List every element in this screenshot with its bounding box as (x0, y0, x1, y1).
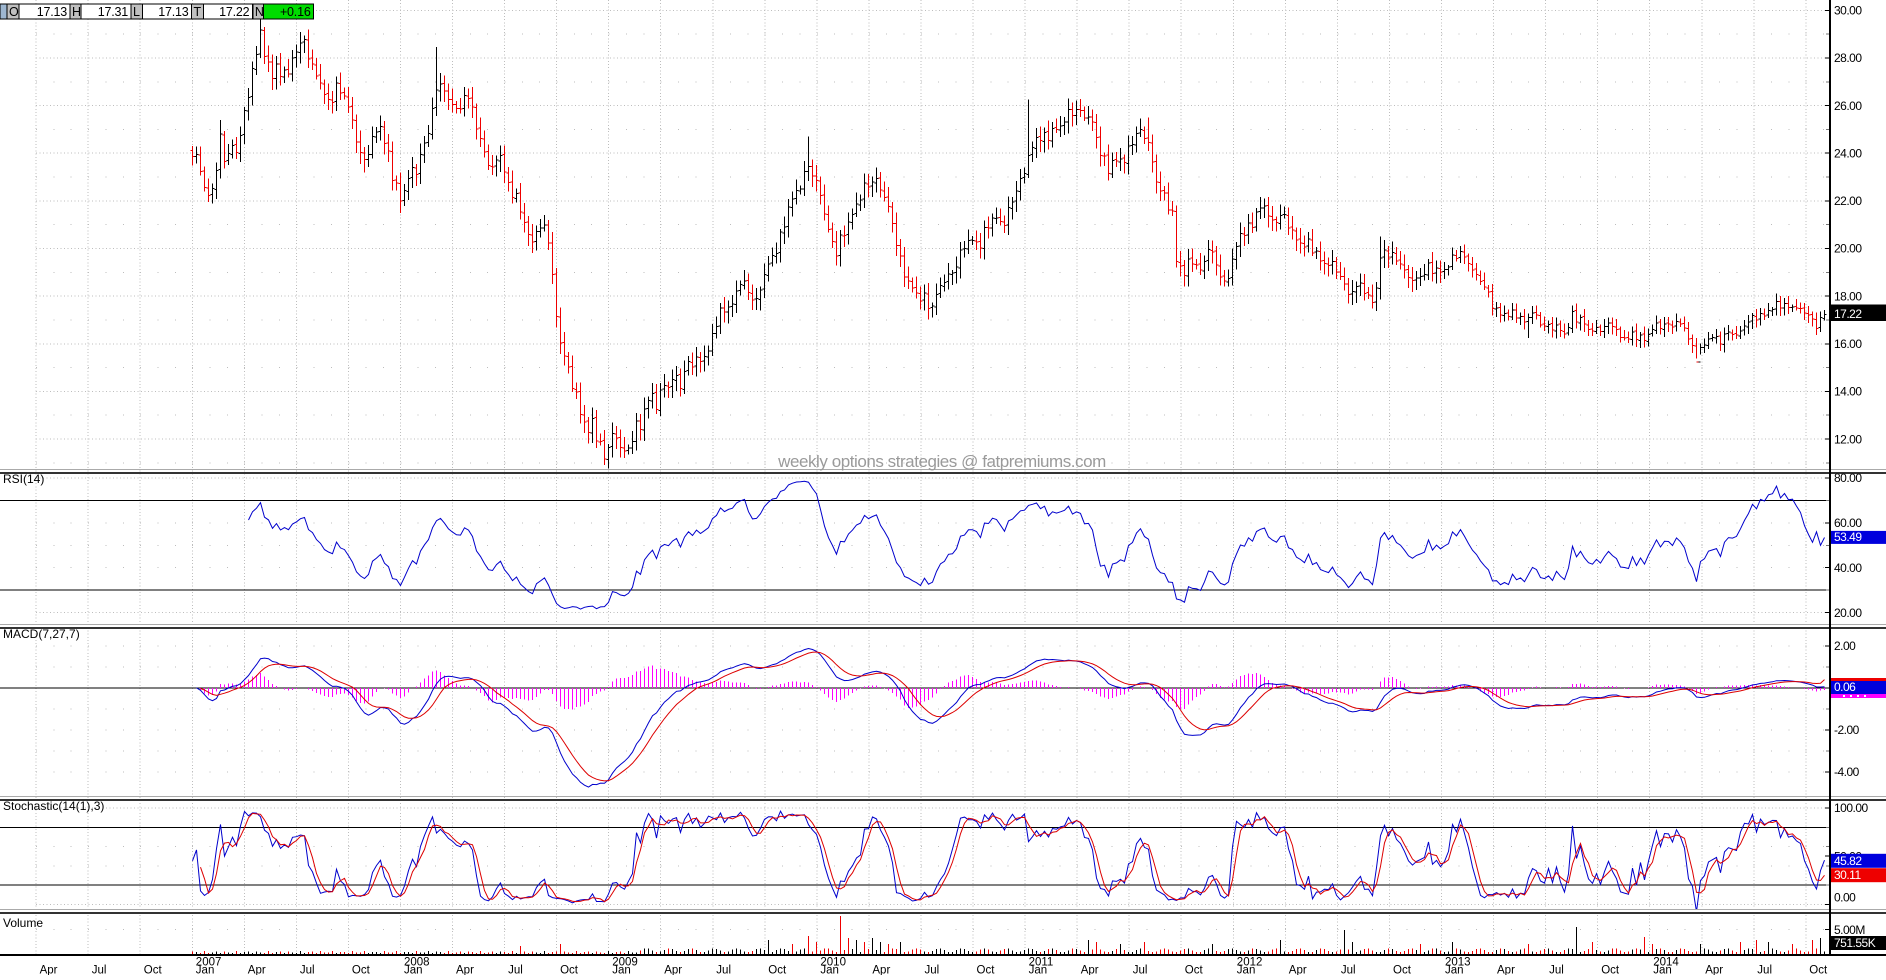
svg-text:2013: 2013 (1445, 957, 1471, 969)
svg-text:Oct: Oct (1601, 965, 1620, 976)
svg-text:Apr: Apr (456, 965, 474, 976)
svg-text:80.00: 80.00 (1834, 471, 1862, 485)
svg-text:26.00: 26.00 (1834, 99, 1862, 113)
svg-text:18.00: 18.00 (1834, 289, 1862, 303)
svg-text:Jul: Jul (300, 965, 315, 976)
svg-text:Oct: Oct (1393, 965, 1412, 976)
svg-text:-4.00: -4.00 (1834, 765, 1860, 779)
svg-text:Jul: Jul (1757, 965, 1772, 976)
svg-text:22.00: 22.00 (1834, 194, 1862, 208)
svg-text:Apr: Apr (1705, 965, 1723, 976)
svg-text:30.00: 30.00 (1834, 4, 1862, 18)
svg-text:Apr: Apr (40, 965, 58, 976)
svg-text:Jan: Jan (820, 965, 839, 976)
svg-text:-2.00: -2.00 (1834, 723, 1860, 737)
svg-text:0.00: 0.00 (1834, 891, 1856, 905)
svg-text:2012: 2012 (1237, 957, 1263, 969)
svg-text:Jul: Jul (1133, 965, 1148, 976)
svg-text:Oct: Oct (1185, 965, 1204, 976)
svg-text:Apr: Apr (872, 965, 890, 976)
svg-text:2011: 2011 (1029, 957, 1054, 969)
svg-text:14.00: 14.00 (1834, 385, 1862, 399)
svg-text:40.00: 40.00 (1834, 561, 1862, 575)
svg-text:60.00: 60.00 (1834, 516, 1862, 530)
svg-text:Apr: Apr (664, 965, 682, 976)
svg-text:H: H (72, 5, 81, 19)
svg-text:2007: 2007 (196, 957, 222, 969)
svg-text:weekly options strategies @ fa: weekly options strategies @ fatpremiums.… (777, 452, 1106, 471)
svg-text:Volume: Volume (3, 916, 43, 930)
svg-text:Oct: Oct (768, 965, 787, 976)
svg-text:Oct: Oct (977, 965, 996, 976)
svg-text:Oct: Oct (560, 965, 579, 976)
svg-text:T: T (194, 5, 202, 19)
svg-text:2009: 2009 (612, 957, 638, 969)
svg-text:Oct: Oct (352, 965, 371, 976)
svg-text:Jan: Jan (1237, 965, 1256, 976)
svg-text:Apr: Apr (1289, 965, 1307, 976)
svg-text:Oct: Oct (1809, 965, 1828, 976)
svg-text:24.00: 24.00 (1834, 146, 1862, 160)
svg-text:Jan: Jan (1029, 965, 1048, 976)
svg-text:2010: 2010 (820, 957, 846, 969)
svg-text:Jan: Jan (1445, 965, 1464, 976)
svg-text:16.00: 16.00 (1834, 337, 1862, 351)
svg-text:Jan: Jan (612, 965, 631, 976)
svg-text:2.00: 2.00 (1834, 639, 1856, 653)
svg-text:L: L (133, 5, 140, 19)
svg-text:Oct: Oct (144, 965, 163, 976)
svg-text:N: N (255, 5, 264, 19)
svg-text:17.13: 17.13 (158, 5, 189, 19)
svg-text:RSI(14): RSI(14) (3, 472, 44, 486)
svg-text:Apr: Apr (1081, 965, 1099, 976)
svg-text:28.00: 28.00 (1834, 51, 1862, 65)
svg-text:Jul: Jul (508, 965, 523, 976)
svg-text:Apr: Apr (1497, 965, 1515, 976)
svg-text:+0.16: +0.16 (280, 5, 311, 19)
svg-text:100.00: 100.00 (1834, 801, 1869, 815)
svg-text:53.49: 53.49 (1834, 530, 1862, 544)
svg-text:Jul: Jul (92, 965, 107, 976)
svg-text:Jul: Jul (1341, 965, 1356, 976)
svg-text:20.00: 20.00 (1834, 242, 1862, 256)
svg-text:12.00: 12.00 (1834, 432, 1862, 446)
svg-text:Jan: Jan (1653, 965, 1672, 976)
svg-text:30.11: 30.11 (1834, 868, 1861, 882)
svg-text:45.82: 45.82 (1834, 854, 1862, 868)
svg-text:17.13: 17.13 (37, 5, 68, 19)
svg-text:5.00M: 5.00M (1834, 923, 1865, 937)
svg-text:MACD(7,27,7): MACD(7,27,7) (3, 627, 80, 641)
svg-text:751.55K: 751.55K (1834, 936, 1876, 950)
svg-text:Jul: Jul (716, 965, 731, 976)
svg-text:2014: 2014 (1653, 957, 1679, 969)
svg-text:Stochastic(14(1),3): Stochastic(14(1),3) (3, 799, 104, 813)
svg-text:O: O (9, 5, 19, 19)
svg-text:2008: 2008 (404, 957, 430, 969)
svg-text:17.22: 17.22 (1834, 307, 1862, 321)
svg-text:0.06: 0.06 (1834, 680, 1856, 694)
svg-text:Apr: Apr (248, 965, 266, 976)
svg-text:Jan: Jan (196, 965, 215, 976)
svg-text:Jul: Jul (925, 965, 940, 976)
svg-text:20.00: 20.00 (1834, 606, 1862, 620)
svg-text:Jan: Jan (404, 965, 423, 976)
svg-text:Jul: Jul (1549, 965, 1564, 976)
svg-text:17.31: 17.31 (98, 5, 129, 19)
svg-text:17.22: 17.22 (219, 5, 250, 19)
